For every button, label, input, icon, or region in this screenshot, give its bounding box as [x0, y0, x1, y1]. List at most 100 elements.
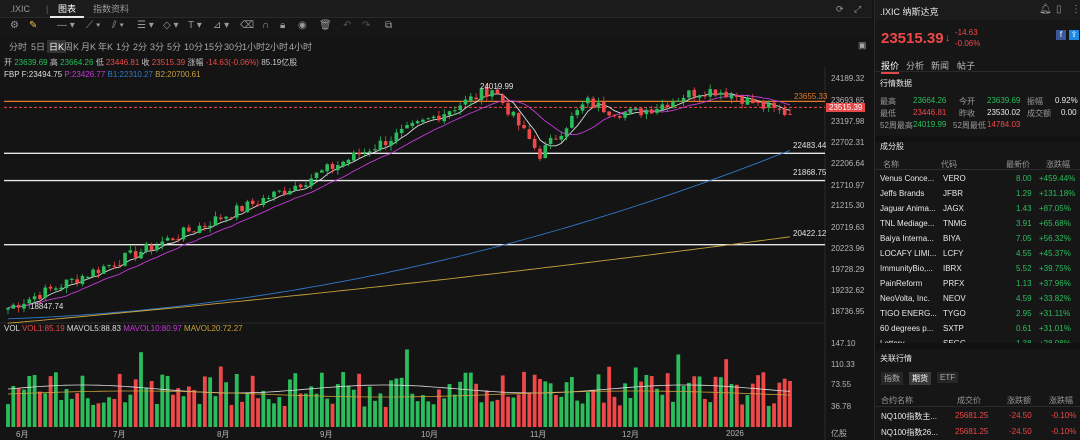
- cell-p: 3.91: [1016, 219, 1032, 228]
- table-row[interactable]: TNL Mediage... TNMG 3.91 +65.68%: [875, 216, 1080, 231]
- period-item[interactable]: 1分: [116, 42, 131, 52]
- eraser-icon[interactable]: ⌫: [240, 20, 255, 31]
- shape-tool-icon[interactable]: ◇ ▾: [163, 20, 179, 31]
- volume-bar: [548, 383, 553, 427]
- cell-n: LOCAFY LIMI...: [880, 249, 937, 258]
- period-item[interactable]: 1小时: [242, 42, 266, 52]
- candle: [766, 103, 771, 108]
- tab-etf[interactable]: ETF: [937, 372, 959, 383]
- period-item[interactable]: 月K: [81, 42, 97, 52]
- table-row[interactable]: Jeffs Brands JFBR 1.29 +131.18%: [875, 186, 1080, 201]
- period-item[interactable]: 3分: [150, 42, 165, 52]
- related-row[interactable]: NQ100指数26... 25681.25 -24.50 -0.10%: [881, 427, 1077, 437]
- period-item[interactable]: 10分: [184, 42, 204, 52]
- tab-news[interactable]: 新闻: [931, 61, 950, 71]
- related-row[interactable]: NQ100指数主... 25681.25 -24.50 -0.10%: [881, 411, 1077, 421]
- candle: [756, 101, 760, 103]
- period-item[interactable]: 15分: [204, 42, 224, 52]
- candle: [788, 113, 792, 115]
- volume-bar: [107, 397, 111, 427]
- current-price-tag: 23515.39: [826, 103, 866, 112]
- price-tick: 23693.65: [831, 96, 865, 105]
- period-item[interactable]: 分时: [9, 42, 28, 52]
- table-row[interactable]: LOCAFY LIMI... LCFY 4.55 +45.37%: [875, 246, 1080, 261]
- quote-panel: .IXIC 纳斯达克 🔔︎ ▯ ⋮ 23515.39 ↓ -14.63 -0.0…: [874, 0, 1080, 440]
- tab-separator: |: [46, 4, 49, 14]
- delete-icon[interactable]: 🗑︎: [319, 20, 332, 31]
- more-icon[interactable]: ⋮: [1071, 4, 1080, 15]
- channel-tool-icon[interactable]: ⫽ ▾: [112, 20, 125, 31]
- candle: [6, 307, 10, 310]
- period-item[interactable]: 5日: [31, 42, 46, 52]
- tab-symbol[interactable]: .IXIC: [10, 4, 31, 14]
- refresh-icon[interactable]: ⟳: [836, 4, 844, 14]
- tab-chart[interactable]: 图表: [50, 0, 85, 18]
- screenshot-icon[interactable]: ⧉: [385, 20, 393, 31]
- volume-bar: [612, 396, 617, 427]
- table-row[interactable]: NeoVolta, Inc. NEOV 4.59 +33.82%: [875, 291, 1080, 306]
- table-row[interactable]: Lottery... SEGG 1.38 +28.08%: [875, 336, 1080, 343]
- table-row[interactable]: PainReform PRFX 1.13 +37.96%: [875, 276, 1080, 291]
- volume-bar: [506, 396, 510, 427]
- facebook-icon[interactable]: f: [1056, 30, 1066, 40]
- candle: [447, 111, 452, 116]
- candle: [463, 99, 468, 105]
- period-item[interactable]: 5分: [167, 42, 182, 52]
- share-icon[interactable]: ⇪: [1069, 30, 1079, 40]
- price-chart[interactable]: [0, 53, 872, 440]
- hide-icon[interactable]: ◉: [298, 20, 307, 31]
- candle: [11, 304, 16, 309]
- bookmark-icon[interactable]: ▯: [1056, 4, 1062, 15]
- volume-bar: [240, 401, 244, 427]
- period-item[interactable]: 年K: [98, 42, 114, 52]
- volume-bar: [48, 376, 53, 427]
- bell-icon[interactable]: 🔔︎: [1039, 4, 1052, 15]
- fullscreen-icon[interactable]: ⤢: [854, 4, 862, 14]
- period-item[interactable]: 30分: [224, 42, 244, 52]
- period-item-active[interactable]: 日K: [47, 40, 67, 53]
- table-row[interactable]: 60 degrees p... SXTP 0.61 +31.01%: [875, 321, 1080, 336]
- tab-posts[interactable]: 帖子: [957, 61, 976, 71]
- ray-tool-icon[interactable]: ⟋ ▾: [86, 20, 101, 31]
- volume-bar: [761, 372, 766, 427]
- period-item[interactable]: 周K: [64, 42, 80, 52]
- x-label: 9月: [320, 430, 333, 439]
- ma120-line: [7, 236, 791, 324]
- tab-index[interactable]: 指数: [881, 372, 903, 385]
- table-row[interactable]: Baiya Interna... BIYA 7.05 +56.32%: [875, 231, 1080, 246]
- tab-index-info[interactable]: 指数资料: [93, 4, 130, 14]
- ohlc-info: 开 23639.69 高 23664.26 低 23446.81 收 23515…: [4, 58, 298, 67]
- volume-bar: [6, 404, 10, 427]
- text-tool-icon[interactable]: T ▾: [188, 20, 202, 31]
- fib-tool-icon[interactable]: ☰ ▾: [137, 20, 154, 31]
- redo-icon[interactable]: ↷: [362, 20, 371, 31]
- tab-analysis[interactable]: 分析: [906, 61, 925, 71]
- period-item[interactable]: 2分: [133, 42, 148, 52]
- table-row[interactable]: TIGO ENERG... TYGO 2.95 +31.11%: [875, 306, 1080, 321]
- indicator-icon[interactable]: ✎: [29, 20, 38, 31]
- lock-icon[interactable]: 🔒︎: [280, 20, 286, 31]
- table-row[interactable]: Venus Conce... VERO 8.00 +459.44%: [875, 171, 1080, 186]
- cell-p: 5.52: [1016, 264, 1032, 273]
- magnet-icon[interactable]: ∩: [262, 20, 270, 31]
- table-row[interactable]: Jaguar Anima... JAGX 1.43 +87.05%: [875, 201, 1080, 216]
- measure-tool-icon[interactable]: ⊿ ▾: [213, 20, 230, 31]
- candle: [607, 111, 611, 116]
- cell-n: ImmunityBio,...: [880, 264, 933, 273]
- tab-quote[interactable]: 报价: [881, 59, 900, 74]
- level-label: 21868.75: [793, 168, 827, 177]
- chart-layout-icon[interactable]: ▣: [858, 40, 867, 50]
- chart-settings-icon[interactable]: ⚙: [10, 20, 19, 31]
- candle: [442, 114, 447, 122]
- period-item[interactable]: 2小时: [265, 42, 289, 52]
- cell-c: JAGX: [943, 204, 964, 213]
- undo-icon[interactable]: ↶: [343, 20, 352, 31]
- section-title: 行情数据: [880, 79, 912, 88]
- tab-futures[interactable]: 期货: [909, 372, 931, 385]
- period-item[interactable]: 4小时: [289, 42, 313, 52]
- table-row[interactable]: ImmunityBio,... IBRX 5.52 +39.75%: [875, 261, 1080, 276]
- candle: [623, 112, 627, 118]
- line-tool-icon[interactable]: — ▾: [57, 20, 75, 31]
- volume-bar: [607, 366, 612, 427]
- candle: [48, 286, 53, 289]
